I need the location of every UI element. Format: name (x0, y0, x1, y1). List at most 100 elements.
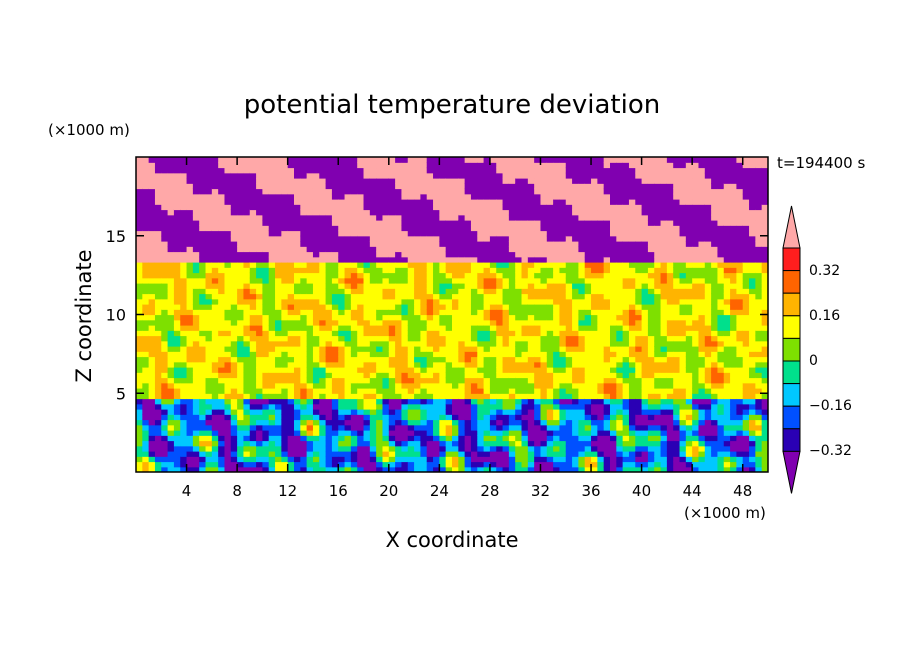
field-cell (211, 409, 219, 415)
field-cell (161, 172, 169, 179)
field-cell (142, 351, 150, 358)
field-cell (237, 288, 245, 295)
field-cell (388, 456, 396, 463)
field-cell (268, 440, 276, 447)
field-cell (477, 440, 485, 447)
field-cell (237, 204, 245, 211)
field-cell (540, 183, 548, 190)
field-cell (464, 241, 472, 247)
field-cell (363, 393, 371, 400)
field-cell (508, 356, 516, 363)
field-cell (527, 230, 535, 237)
field-cell (565, 340, 573, 347)
field-cell (205, 241, 213, 247)
field-cell (420, 183, 428, 190)
field-cell (148, 283, 156, 289)
field-cell (420, 424, 428, 431)
field-cell (534, 272, 542, 279)
field-cell (312, 335, 320, 342)
field-cell (325, 178, 333, 184)
field-cell (540, 157, 548, 163)
field-cell (452, 214, 459, 221)
field-cell (559, 225, 567, 232)
field-cell (369, 424, 377, 431)
field-cell (622, 419, 630, 426)
field-cell (154, 319, 162, 326)
field-cell (256, 398, 263, 405)
field-cell (628, 351, 636, 358)
field-cell (610, 283, 617, 289)
field-cell (180, 461, 188, 468)
field-cell (628, 440, 636, 447)
field-cell (458, 382, 466, 389)
field-cell (363, 409, 371, 415)
field-cell (167, 461, 175, 468)
field-cell (369, 398, 377, 405)
field-cell (262, 372, 270, 379)
field-cell (224, 414, 232, 421)
field-cell (294, 377, 301, 384)
field-cell (597, 351, 605, 358)
field-cell (433, 283, 440, 289)
field-cell (597, 214, 605, 221)
field-cell (268, 445, 276, 452)
field-cell (338, 346, 346, 352)
field-cell (610, 424, 617, 431)
field-cell (357, 178, 365, 184)
field-cell (433, 162, 440, 169)
field-cell (319, 393, 327, 400)
field-cell (470, 335, 478, 342)
field-cell (224, 183, 232, 190)
field-cell (142, 162, 150, 169)
field-cell (654, 277, 662, 284)
field-cell (205, 466, 213, 472)
field-cell (237, 251, 245, 258)
field-cell (344, 157, 352, 163)
field-cell (275, 330, 282, 337)
field-cell (262, 361, 270, 368)
field-cell (452, 466, 459, 472)
field-cell (407, 461, 415, 468)
field-cell (287, 382, 295, 389)
field-cell (376, 277, 384, 284)
field-cell (243, 230, 251, 237)
field-cell (211, 204, 219, 211)
field-cell (281, 388, 289, 394)
field-cell (192, 267, 200, 274)
field-cell (407, 309, 415, 316)
field-cell (218, 267, 226, 274)
field-cell (616, 461, 624, 468)
field-cell (357, 461, 365, 468)
field-cell (224, 230, 232, 237)
field-cell (496, 440, 504, 447)
field-cell (464, 435, 472, 442)
field-cell (173, 430, 181, 436)
field-cell (521, 220, 529, 226)
field-cell (306, 230, 314, 237)
field-cell (483, 440, 491, 447)
field-cell (483, 419, 491, 426)
field-cell (148, 351, 156, 358)
field-cell (154, 382, 162, 389)
field-cell (224, 325, 232, 331)
field-cell (654, 419, 662, 426)
field-cell (300, 272, 308, 279)
field-cell (553, 325, 561, 331)
field-cell (230, 440, 238, 447)
field-cell (237, 167, 245, 174)
field-cell (616, 403, 624, 410)
field-cell (192, 430, 200, 436)
field-cell (218, 430, 226, 436)
field-cell (647, 277, 655, 284)
field-cell (180, 340, 188, 347)
field-cell (230, 167, 238, 174)
field-cell (319, 372, 327, 379)
field-cell (527, 382, 535, 389)
field-cell (622, 262, 630, 268)
field-cell (167, 157, 175, 163)
field-cell (584, 361, 592, 368)
field-cell (192, 209, 200, 216)
field-cell (243, 193, 251, 200)
field-cell (395, 319, 403, 326)
field-cell (610, 403, 617, 410)
